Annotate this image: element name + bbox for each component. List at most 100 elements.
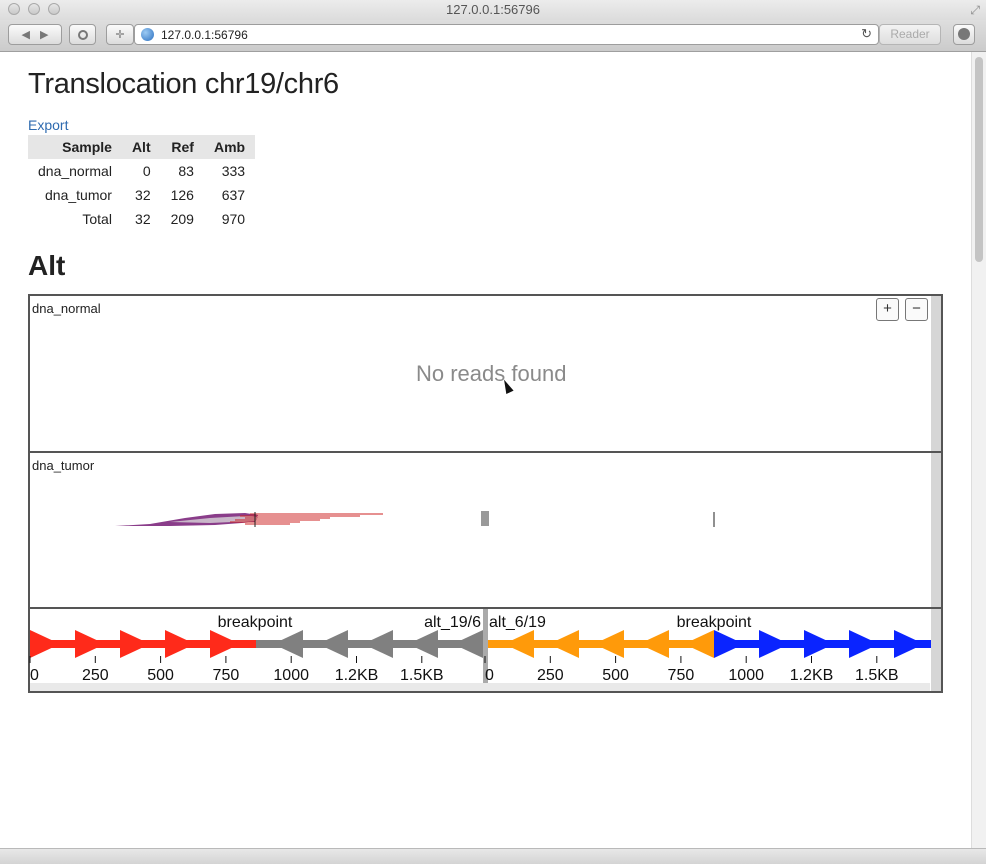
direction-arrow xyxy=(210,630,240,658)
section-title-alt: Alt xyxy=(28,250,66,281)
segment-label-alt-6-19: alt_6/19 xyxy=(489,614,546,631)
direction-arrow xyxy=(120,630,150,658)
cell-amb: 970 xyxy=(221,211,246,227)
direction-arrow xyxy=(639,630,669,658)
axis-tick-label-right: 750 xyxy=(668,667,695,684)
zoom-out-button[interactable]: − xyxy=(905,298,928,321)
direction-arrow xyxy=(318,630,348,658)
column-header-sample: Sample xyxy=(28,135,122,159)
axis-tick-label-right: 1.2KB xyxy=(790,667,834,684)
axis-tick-label-left: 750 xyxy=(213,667,240,684)
fullscreen-icon[interactable]: ⤢ xyxy=(970,3,980,17)
axis-tick-label-left: 0 xyxy=(30,667,39,684)
zoom-in-button[interactable]: + xyxy=(876,298,899,321)
zoom-window-button[interactable] xyxy=(48,3,60,15)
column-header-ref: Ref xyxy=(160,135,204,159)
reload-icon[interactable]: ↻ xyxy=(861,26,872,41)
back-forward-buttons[interactable]: ◀ ▶ xyxy=(8,24,62,45)
direction-arrow xyxy=(408,630,438,658)
window-title: 127.0.0.1:56796 xyxy=(446,2,540,17)
axis-tick-label-right: 250 xyxy=(537,667,564,684)
back-arrow-icon[interactable]: ◀ xyxy=(21,29,30,41)
cell-sample: dna_tumor xyxy=(45,187,112,203)
axis-tick-label-left: 1.2KB xyxy=(335,667,379,684)
viewer-horizontal-scrollbar[interactable] xyxy=(30,683,930,691)
cell-ref: 126 xyxy=(170,187,194,203)
axis-tick-label-right: 500 xyxy=(602,667,629,684)
page-vertical-scrollbar[interactable] xyxy=(971,52,986,848)
globe-icon xyxy=(141,28,154,41)
plus-icon: ✛ xyxy=(115,29,125,41)
url-text[interactable]: 127.0.0.1:56796 xyxy=(161,28,248,42)
cell-ref: 83 xyxy=(178,163,194,179)
cell-sample: dna_normal xyxy=(38,163,112,179)
read-counts-table: Sample Alt Ref Amb dna_normal 0 83 333 d… xyxy=(28,135,256,231)
direction-arrow xyxy=(549,630,579,658)
axis-tick-label-left: 1.5KB xyxy=(400,667,444,684)
direction-arrow xyxy=(594,630,624,658)
direction-arrow xyxy=(804,630,834,658)
window-titlebar: 127.0.0.1:56796 ⤢ xyxy=(0,0,986,20)
address-bar[interactable]: 127.0.0.1:56796 ↻ xyxy=(134,24,879,45)
read-stack xyxy=(115,513,258,526)
add-bookmark-button[interactable]: ✛ xyxy=(106,24,134,45)
breakpoint-divider xyxy=(483,609,488,683)
direction-arrow xyxy=(714,630,744,658)
table-row: Total 32 209 970 xyxy=(28,207,255,231)
direction-arrow xyxy=(30,630,60,658)
column-header-amb: Amb xyxy=(203,135,256,159)
axis-tick-label-right: 1.5KB xyxy=(855,667,899,684)
scroll-thumb[interactable] xyxy=(975,57,983,262)
column-header-alt: Alt xyxy=(121,135,161,159)
cell-alt: 32 xyxy=(135,187,151,203)
axis-tick-label-left: 1000 xyxy=(273,667,309,684)
cell-ref: 209 xyxy=(170,211,194,227)
window-bottom-bar xyxy=(0,848,986,864)
read-cluster xyxy=(481,511,489,526)
axis-tick-label-left: 250 xyxy=(82,667,109,684)
direction-arrow xyxy=(849,630,879,658)
axis-tick-label-left: 500 xyxy=(147,667,174,684)
table-row: dna_tumor 32 126 637 xyxy=(28,183,255,207)
direction-arrow xyxy=(453,630,483,658)
segment-label-breakpoint-left: breakpoint xyxy=(218,614,293,631)
read-lines xyxy=(230,513,383,525)
segment-label-breakpoint-right: breakpoint xyxy=(677,614,752,631)
table-row: dna_normal 0 83 333 xyxy=(28,159,255,183)
direction-arrow xyxy=(363,630,393,658)
cell-amb: 637 xyxy=(221,187,246,203)
top-sites-button[interactable] xyxy=(69,24,96,45)
reader-button[interactable]: Reader xyxy=(879,24,941,45)
top-sites-icon xyxy=(77,29,88,40)
cell-amb: 333 xyxy=(221,163,246,179)
page-title: Translocation chr19/chr6 xyxy=(28,68,339,100)
read-stack xyxy=(170,516,258,523)
direction-arrow xyxy=(165,630,195,658)
axis-tick-label-right: 1000 xyxy=(728,667,764,684)
track-label-dna-tumor: dna_tumor xyxy=(32,458,95,473)
direction-arrow xyxy=(894,630,924,658)
direction-arrow xyxy=(75,630,105,658)
track-divider xyxy=(28,451,943,453)
minimize-window-button[interactable] xyxy=(28,3,40,15)
close-window-button[interactable] xyxy=(8,3,20,15)
table-header-row: Sample Alt Ref Amb xyxy=(28,135,256,159)
segment-label-alt-19-6: alt_19/6 xyxy=(424,614,481,631)
direction-arrow xyxy=(759,630,789,658)
viewer-vertical-scrollbar[interactable] xyxy=(931,296,941,691)
direction-arrow xyxy=(684,630,714,658)
track-divider xyxy=(28,607,943,609)
downloads-button[interactable] xyxy=(953,24,975,45)
alignment-viewer[interactable] xyxy=(28,294,943,693)
direction-arrow xyxy=(504,630,534,658)
cell-alt: 32 xyxy=(135,211,151,227)
track-label-dna-normal: dna_normal xyxy=(32,301,101,316)
axis-tick-label-right: 0 xyxy=(485,667,494,684)
cell-alt: 0 xyxy=(142,163,151,179)
browser-toolbar: ◀ ▶ ✛ 127.0.0.1:56796 ↻ Reader xyxy=(0,20,986,52)
export-link[interactable]: Export xyxy=(28,117,69,133)
cell-sample: Total xyxy=(82,211,112,227)
forward-arrow-icon[interactable]: ▶ xyxy=(40,29,49,41)
